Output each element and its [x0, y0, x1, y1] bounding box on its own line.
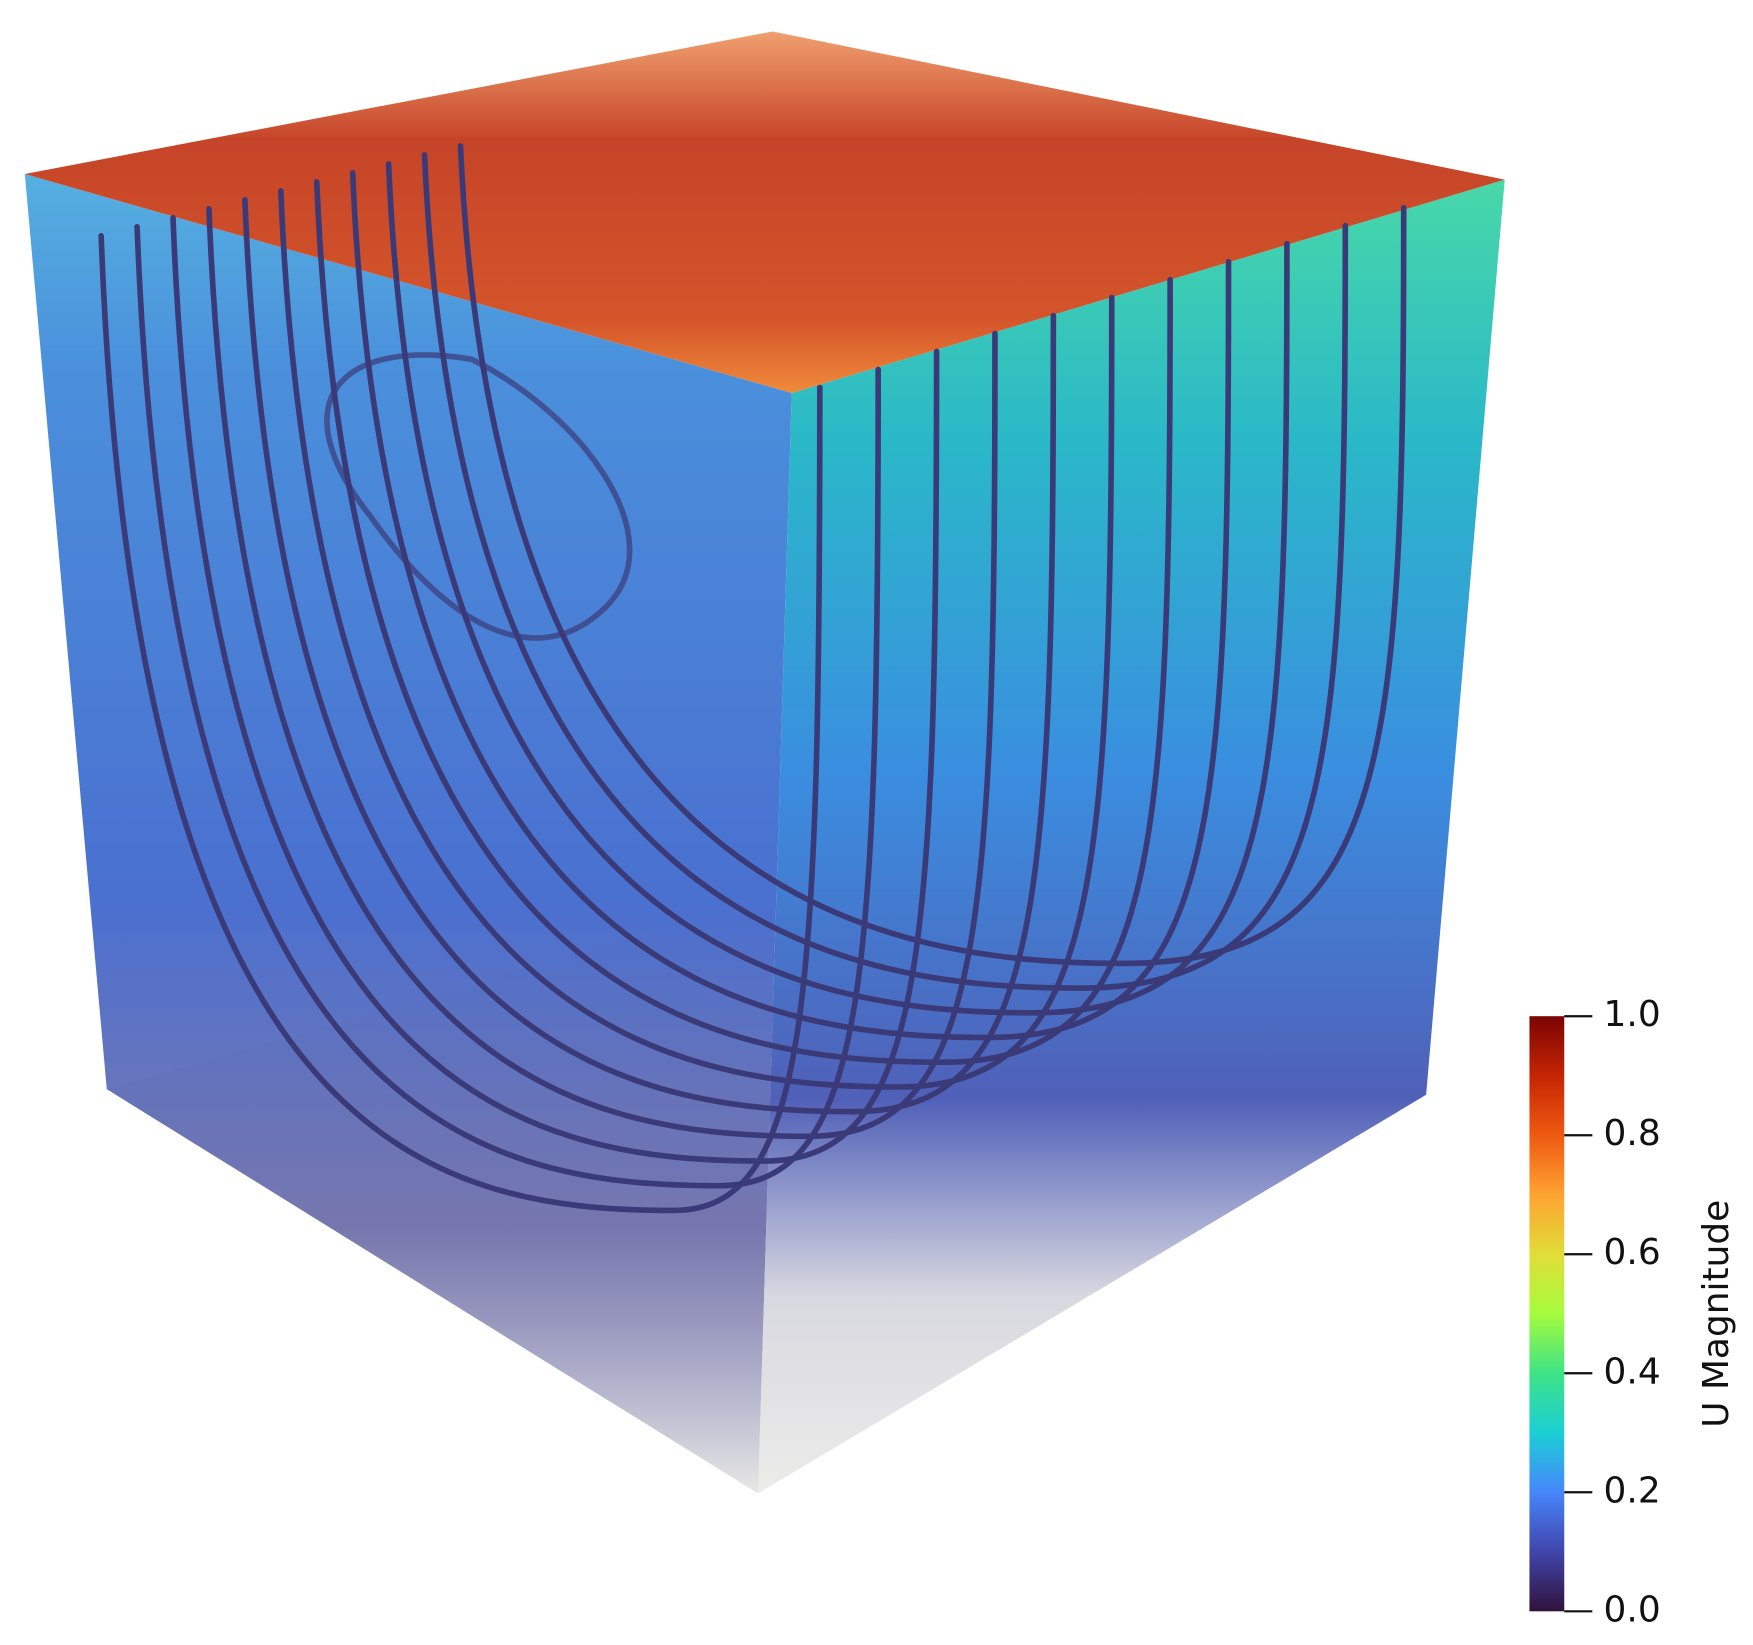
streamline — [457, 143, 1407, 967]
colorbar-tick-label: 1.0 — [1604, 994, 1661, 1035]
streamline — [421, 152, 1349, 991]
colorbar-tick-label: 0.6 — [1604, 1232, 1661, 1273]
colorbar-tick-label: 0.8 — [1604, 1113, 1661, 1154]
streamline — [349, 170, 1232, 1041]
cube-top-face — [24, 31, 1505, 394]
colorbar-tick-label: 0.4 — [1604, 1351, 1661, 1392]
cube-left-face — [24, 174, 792, 1494]
colorbar-title: U Magnitude — [1696, 1200, 1737, 1428]
colorbar-gradient — [1529, 1016, 1565, 1612]
streamline — [313, 179, 1173, 1066]
streamline — [170, 215, 940, 1164]
colorbar-tick-label: 0.0 — [1604, 1589, 1661, 1630]
streamline — [206, 206, 998, 1140]
streamline — [134, 224, 881, 1189]
streamline — [98, 232, 823, 1214]
streamlines — [98, 143, 1407, 1214]
streamline — [242, 197, 1057, 1115]
streamline — [385, 161, 1290, 1016]
cube-right-face — [758, 179, 1505, 1494]
colorbar-tick-label: 0.2 — [1604, 1470, 1661, 1511]
colorbar: U Magnitude 0.0 0.2 0.4 0.6 0.8 1.0 — [1529, 994, 1737, 1630]
streamline-loop — [324, 352, 633, 641]
cube — [24, 31, 1505, 1494]
streamline — [278, 188, 1115, 1090]
